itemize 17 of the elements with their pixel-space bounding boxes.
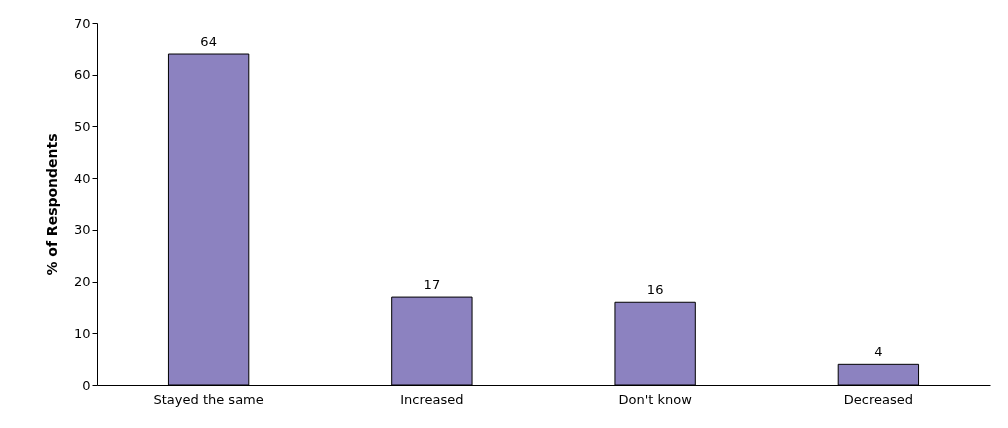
data-label: 4: [874, 344, 883, 360]
x-tick-label: Increased: [400, 391, 464, 407]
x-tick-label: Stayed the same: [153, 391, 264, 407]
y-tick-label: 20: [73, 274, 91, 290]
data-label: 16: [646, 282, 664, 298]
data-label: 64: [200, 34, 217, 50]
y-tick-label: 70: [73, 15, 91, 31]
y-tick-label: 60: [73, 67, 91, 83]
x-tick-label: Don't know: [618, 391, 693, 407]
data-label: 17: [423, 277, 441, 293]
y-axis-title: % of Respondents: [43, 133, 60, 276]
y-tick-label: 50: [73, 118, 91, 134]
y-tick-label: 0: [82, 377, 91, 393]
y-tick-label: 10: [73, 325, 91, 341]
y-tick-label: 40: [73, 170, 91, 186]
x-tick-label: Decreased: [843, 391, 913, 407]
y-tick-label: 30: [73, 222, 91, 238]
